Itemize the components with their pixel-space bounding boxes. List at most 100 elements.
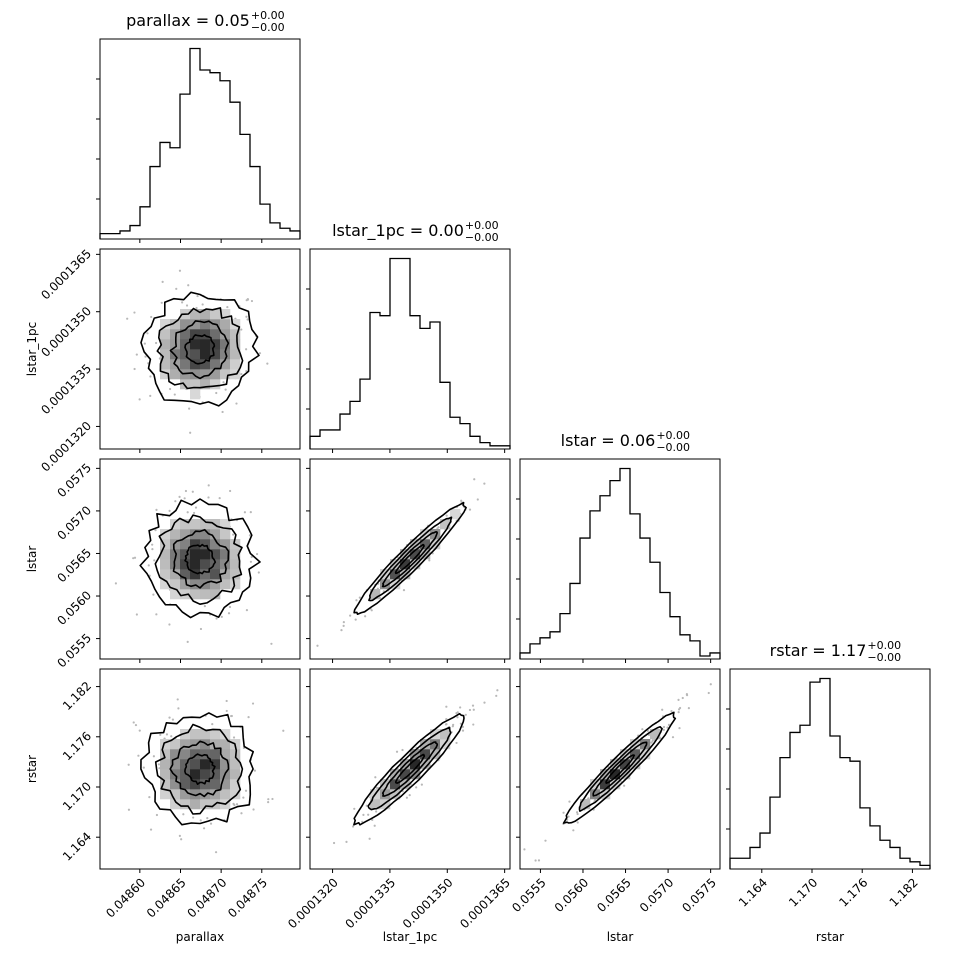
- x-tick-label: 0.04870: [184, 875, 229, 920]
- sample-point: [160, 301, 163, 304]
- density-cell: [230, 789, 241, 800]
- sample-point: [428, 559, 431, 562]
- density-cell: [200, 589, 211, 600]
- density-cell: [190, 389, 201, 400]
- title-upper-error: +0.00: [465, 219, 499, 232]
- density-cell: [200, 729, 211, 740]
- sample-point: [152, 755, 155, 758]
- sample-point: [567, 815, 570, 818]
- sample-point: [445, 723, 448, 726]
- sample-point: [155, 613, 158, 616]
- sample-point: [246, 318, 249, 321]
- sample-point: [215, 617, 218, 620]
- density-cell: [220, 319, 231, 330]
- density-cell: [180, 349, 191, 360]
- sample-point: [150, 315, 153, 319]
- contour-level-1: [184, 543, 217, 575]
- title-lower-error: −0.00: [656, 441, 690, 454]
- density-cell: [220, 779, 231, 790]
- sample-point: [468, 708, 472, 712]
- sample-point: [245, 369, 248, 373]
- density-cell: [160, 759, 171, 770]
- contour-level-1: [184, 334, 216, 365]
- density-cell: [210, 539, 221, 550]
- sample-point: [178, 834, 181, 838]
- sample-point: [176, 698, 179, 701]
- sample-point: [168, 716, 171, 719]
- sample-point: [199, 819, 202, 822]
- density-cell: [200, 349, 211, 360]
- sample-point: [196, 294, 199, 298]
- sample-point: [134, 723, 138, 727]
- histogram-step-line: [309, 257, 511, 449]
- density-cell: [220, 359, 231, 370]
- density-cell: [180, 359, 191, 370]
- sample-point: [225, 709, 228, 713]
- sample-point: [189, 431, 192, 434]
- sample-point: [232, 533, 235, 536]
- density-cell: [160, 339, 171, 350]
- sample-point: [232, 802, 235, 806]
- density-cell: [410, 759, 421, 770]
- sample-point: [373, 824, 376, 827]
- density-cell: [190, 529, 201, 540]
- sample-point: [224, 388, 227, 391]
- title-lower-error: −0.00: [465, 231, 499, 244]
- sample-point: [248, 534, 252, 537]
- sample-point: [135, 613, 138, 616]
- density-cell: [190, 359, 201, 370]
- sample-point: [186, 640, 189, 643]
- sample-point: [473, 478, 476, 481]
- density-cell: [400, 779, 411, 790]
- density-cell: [230, 769, 241, 780]
- sample-point: [245, 348, 248, 351]
- density-cell: [180, 779, 191, 790]
- density-cell: [180, 529, 191, 540]
- sample-point: [244, 789, 248, 792]
- sample-point: [459, 706, 462, 709]
- density-cell: [370, 799, 381, 810]
- density-cell: [220, 789, 231, 800]
- contour-level-4: [353, 712, 465, 826]
- density-cell: [420, 539, 431, 550]
- contour-level-3: [578, 725, 663, 813]
- title-upper-error: +0.00: [656, 429, 690, 442]
- density-cell: [210, 349, 221, 360]
- density-cell: [410, 549, 421, 560]
- sample-point: [677, 698, 680, 702]
- sample-point: [253, 769, 257, 772]
- sample-point: [355, 599, 358, 602]
- sample-point: [138, 729, 141, 732]
- sample-point: [143, 342, 146, 345]
- density-cell: [590, 789, 601, 800]
- sample-point: [132, 557, 135, 560]
- sample-point: [374, 776, 377, 779]
- density-cell: [400, 769, 411, 780]
- sample-point: [168, 623, 171, 626]
- contour-level-4: [353, 501, 467, 616]
- x-axis-label: lstar: [607, 930, 634, 944]
- panel-rstar-vs-lstar: [523, 683, 712, 862]
- sample-point: [174, 500, 177, 503]
- sample-point: [202, 827, 206, 830]
- sample-point: [158, 767, 161, 770]
- density-cell: [210, 549, 221, 560]
- sample-point: [152, 593, 155, 596]
- density-cell: [160, 539, 171, 550]
- density-cell: [220, 309, 231, 320]
- density-cell: [160, 769, 171, 780]
- density-cell: [390, 779, 401, 790]
- density-cell: [190, 349, 201, 360]
- panel-title-lstar: lstar = 0.06 +0.00−0.00: [561, 429, 690, 454]
- density-cell: [190, 729, 201, 740]
- contour-level-4: [562, 711, 677, 824]
- sample-point: [225, 699, 228, 703]
- sample-point: [464, 713, 467, 716]
- density-cell: [190, 539, 201, 550]
- sample-point: [229, 489, 232, 493]
- sample-point: [126, 317, 129, 320]
- sample-point: [670, 710, 673, 713]
- density-cell: [440, 729, 451, 740]
- density-cell: [380, 779, 391, 790]
- density-cell: [450, 509, 461, 520]
